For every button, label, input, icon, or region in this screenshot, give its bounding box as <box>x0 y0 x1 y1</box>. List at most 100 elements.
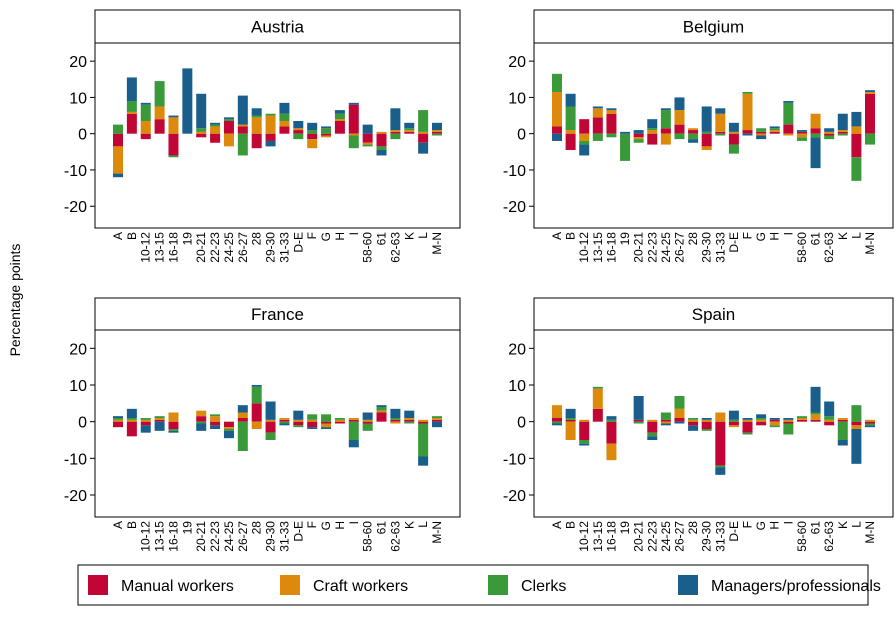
bar-segment <box>647 133 658 145</box>
bar-segment <box>783 124 794 134</box>
bar-segment <box>251 403 262 422</box>
bar-segment <box>237 126 248 134</box>
bar-segment <box>251 385 262 387</box>
bar-segment <box>633 419 644 422</box>
bar-segment <box>196 410 207 417</box>
bar-segment <box>279 120 290 127</box>
x-tick-label: 19 <box>618 521 632 535</box>
bar-segment <box>756 418 767 420</box>
bar-segment <box>824 401 835 417</box>
bar-segment <box>660 128 671 134</box>
bar-segment <box>390 418 401 420</box>
bar-segment <box>321 135 332 138</box>
bar-segment <box>293 419 304 422</box>
bar-segment <box>376 131 387 134</box>
bar-segment <box>565 418 576 420</box>
bar-segment <box>552 133 562 141</box>
bar-segment <box>113 173 123 178</box>
bar-segment <box>865 419 875 422</box>
x-tick-label: L <box>416 521 430 528</box>
x-tick-label: 20-21 <box>632 521 646 552</box>
bar-segment <box>168 117 179 134</box>
bar-segment <box>769 425 780 428</box>
bar-segment <box>154 419 165 422</box>
bar-segment <box>660 423 671 426</box>
bar-segment <box>432 131 442 134</box>
bar-segment <box>552 418 562 422</box>
bar-segment <box>851 405 862 422</box>
bar-segment <box>851 157 862 181</box>
bar-segment <box>126 408 137 418</box>
bar-segment <box>223 430 234 439</box>
bar-segment <box>237 412 248 418</box>
x-tick-label: 10-12 <box>139 521 153 552</box>
bar-segment <box>756 414 767 418</box>
bar-segment <box>362 419 373 422</box>
bar-segment <box>742 418 753 420</box>
plot-frame <box>533 42 894 229</box>
bar-segment <box>334 119 345 121</box>
bar-segment <box>701 429 712 431</box>
bar-segment <box>307 414 318 420</box>
bar-segment <box>251 133 262 149</box>
bar-segment <box>418 133 429 143</box>
bar-segment <box>307 427 318 429</box>
bar-segment <box>348 104 359 134</box>
bar-segment <box>824 421 835 426</box>
bar-segment <box>579 419 590 422</box>
bar-segment <box>362 124 373 134</box>
bar-segment <box>404 421 415 424</box>
y-tick-label: 20 <box>508 54 526 71</box>
bar-segment <box>674 110 685 125</box>
bar-segment <box>565 106 576 131</box>
bar-segment <box>376 407 387 411</box>
x-tick-label: 29-30 <box>264 521 278 552</box>
x-tick-label: 61 <box>375 521 389 535</box>
bar-segment <box>851 421 862 426</box>
bar-segment <box>606 110 617 114</box>
bar-segment <box>223 119 234 121</box>
bar-segment <box>756 128 767 132</box>
y-tick-label: 0 <box>517 415 526 432</box>
bar-segment <box>674 408 685 418</box>
bar-segment <box>769 419 780 422</box>
bar-segment <box>237 95 248 125</box>
x-tick-label: F <box>741 521 755 528</box>
bar-segment <box>606 419 617 422</box>
bar-segment <box>265 113 276 116</box>
y-tick-label: -10 <box>64 451 87 468</box>
x-tick-label: F <box>305 232 319 239</box>
bar-segment <box>418 421 429 424</box>
x-tick-label: 20-21 <box>194 232 208 263</box>
bar-segment <box>565 133 576 151</box>
bar-segment <box>126 111 137 114</box>
bar-segment <box>824 128 835 132</box>
bar-segment <box>265 421 276 433</box>
bar-segment <box>742 133 753 136</box>
bar-segment <box>265 432 276 440</box>
bar-segment <box>140 421 151 426</box>
legend-label: Clerks <box>521 578 566 595</box>
bar-segment <box>237 124 248 127</box>
bar-segment <box>154 81 165 107</box>
bar-segment <box>432 419 442 422</box>
bar-segment <box>701 421 712 429</box>
x-tick-label: H <box>768 521 782 530</box>
bar-segment <box>293 128 304 131</box>
bar-segment <box>223 429 234 431</box>
bar-segment <box>674 133 685 140</box>
bar-segment <box>265 133 276 141</box>
bar-segment <box>279 421 290 424</box>
bar-segment <box>592 106 603 109</box>
bar-segment <box>348 133 359 136</box>
bar-segment <box>265 115 276 134</box>
panel-title: Austria <box>251 18 304 37</box>
x-tick-label: L <box>849 521 863 528</box>
bar-segment <box>606 421 617 444</box>
bar-segment <box>196 421 207 424</box>
bar-segment <box>348 419 359 422</box>
bar-segment <box>837 131 848 134</box>
bar-segment <box>837 130 848 132</box>
bar-segment <box>796 131 807 134</box>
bar-segment <box>837 418 848 420</box>
